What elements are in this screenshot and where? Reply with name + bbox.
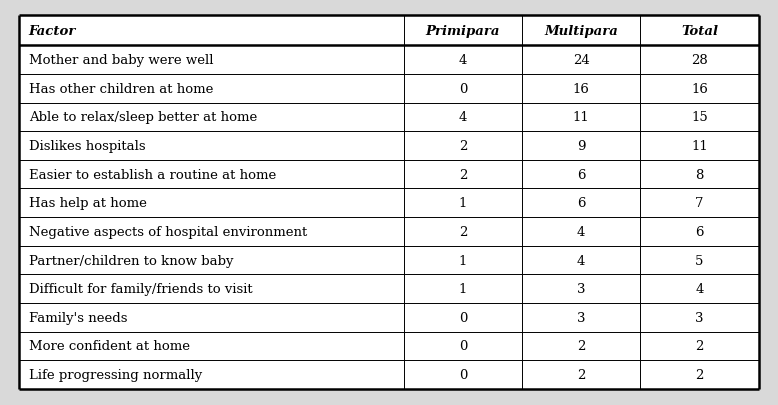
Text: Difficult for family/friends to visit: Difficult for family/friends to visit xyxy=(29,282,252,295)
Text: 4: 4 xyxy=(459,111,467,124)
Text: 2: 2 xyxy=(577,368,585,381)
Text: 15: 15 xyxy=(691,111,708,124)
Text: 6: 6 xyxy=(577,197,585,210)
Text: 4: 4 xyxy=(696,282,703,295)
Text: 28: 28 xyxy=(691,54,708,67)
Text: 11: 11 xyxy=(573,111,590,124)
Text: 2: 2 xyxy=(696,368,703,381)
Text: Has other children at home: Has other children at home xyxy=(29,83,213,96)
Text: More confident at home: More confident at home xyxy=(29,339,190,352)
Text: Life progressing normally: Life progressing normally xyxy=(29,368,202,381)
Text: Multipara: Multipara xyxy=(545,25,618,38)
Text: Dislikes hospitals: Dislikes hospitals xyxy=(29,140,145,153)
Text: 4: 4 xyxy=(577,254,585,267)
Text: 4: 4 xyxy=(577,225,585,238)
Text: 3: 3 xyxy=(696,311,703,324)
Text: 0: 0 xyxy=(459,83,467,96)
Text: 1: 1 xyxy=(459,197,467,210)
Text: Family's needs: Family's needs xyxy=(29,311,128,324)
Text: Negative aspects of hospital environment: Negative aspects of hospital environment xyxy=(29,225,307,238)
Text: 2: 2 xyxy=(459,140,467,153)
Text: 8: 8 xyxy=(696,168,703,181)
Text: 16: 16 xyxy=(573,83,590,96)
Text: 2: 2 xyxy=(459,225,467,238)
Text: 3: 3 xyxy=(577,282,585,295)
Text: 1: 1 xyxy=(459,282,467,295)
Text: Mother and baby were well: Mother and baby were well xyxy=(29,54,213,67)
Text: 2: 2 xyxy=(696,339,703,352)
Text: Has help at home: Has help at home xyxy=(29,197,147,210)
Text: Factor: Factor xyxy=(29,25,76,38)
Text: 0: 0 xyxy=(459,368,467,381)
Text: 11: 11 xyxy=(691,140,708,153)
Text: 7: 7 xyxy=(696,197,703,210)
Text: 16: 16 xyxy=(691,83,708,96)
Text: 0: 0 xyxy=(459,311,467,324)
Text: 9: 9 xyxy=(577,140,585,153)
Text: Easier to establish a routine at home: Easier to establish a routine at home xyxy=(29,168,276,181)
Text: 0: 0 xyxy=(459,339,467,352)
Text: 6: 6 xyxy=(696,225,703,238)
Text: 1: 1 xyxy=(459,254,467,267)
Text: 2: 2 xyxy=(459,168,467,181)
Text: Partner/children to know baby: Partner/children to know baby xyxy=(29,254,233,267)
Text: Able to relax/sleep better at home: Able to relax/sleep better at home xyxy=(29,111,257,124)
Text: Primipara: Primipara xyxy=(426,25,500,38)
Text: 24: 24 xyxy=(573,54,590,67)
Text: 6: 6 xyxy=(577,168,585,181)
Text: 2: 2 xyxy=(577,339,585,352)
Text: 5: 5 xyxy=(696,254,703,267)
Text: Total: Total xyxy=(681,25,718,38)
Text: 4: 4 xyxy=(459,54,467,67)
Text: 3: 3 xyxy=(577,311,585,324)
